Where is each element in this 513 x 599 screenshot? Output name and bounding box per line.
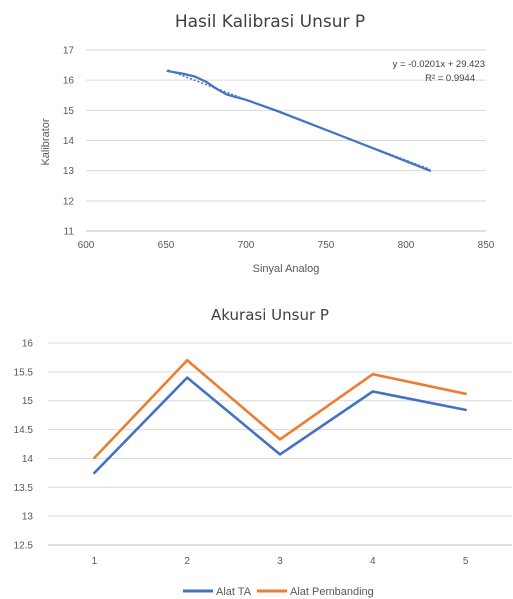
y-tick-label: 14.5 [14,425,34,436]
trendline-equation: y = -0.0201x + 29.423 [393,59,485,70]
y-tick-label: 16 [63,76,75,87]
y-tick-label: 14 [63,136,75,147]
x-tick-label: 800 [398,240,415,251]
y-tick-label: 11 [64,227,75,238]
series-line-alat-pembanding [93,358,467,460]
chart-title: Hasil Kalibrasi Unsur P [175,12,365,32]
y-tick-label: 12.5 [14,541,34,552]
legend-label-alat-pembanding: Alat Pembanding [290,586,374,598]
calibration-chart: Hasil Kalibrasi Unsur P 11 12 13 14 15 16 17 6… [40,12,495,275]
series-line-alat-ta [93,376,467,475]
x-tick-label: 3 [277,556,283,567]
y-tick-label: 13 [63,166,75,177]
x-tick-label: 2 [184,556,190,567]
y-tick-label: 14 [22,454,34,465]
y-tick-label: 15 [22,396,34,407]
series-line-calibration [166,69,432,172]
y-tick-label: 13.5 [14,483,34,494]
y-tick-label: 15 [63,106,75,117]
y-tick-label: 16 [22,339,34,350]
y-tick-label: 13 [22,512,34,523]
legend-label-alat-ta: Alat TA [216,586,252,598]
accuracy-chart: Akurasi Unsur P 12.51313.51414.51515.516… [14,306,512,598]
x-axis-title: Sinyal Analog [253,263,320,275]
r-squared-label: R² = 0.9944 [425,73,475,84]
x-tick-label: 700 [238,240,255,251]
x-tick-label: 600 [78,240,95,251]
x-tick-label: 5 [463,556,469,567]
legend: Alat TA Alat Pembanding [183,586,374,598]
x-tick-label: 850 [478,240,495,251]
chart-title: Akurasi Unsur P [211,306,329,324]
y-tick-label: 12 [63,196,75,207]
y-axis-title: Kalibrator [40,118,52,165]
x-tick-label: 650 [158,240,175,251]
y-tick-label: 17 [63,46,75,57]
x-tick-label: 1 [92,556,98,567]
y-tick-label: 15.5 [14,367,34,378]
x-tick-label: 750 [318,240,335,251]
x-tick-label: 4 [370,556,376,567]
